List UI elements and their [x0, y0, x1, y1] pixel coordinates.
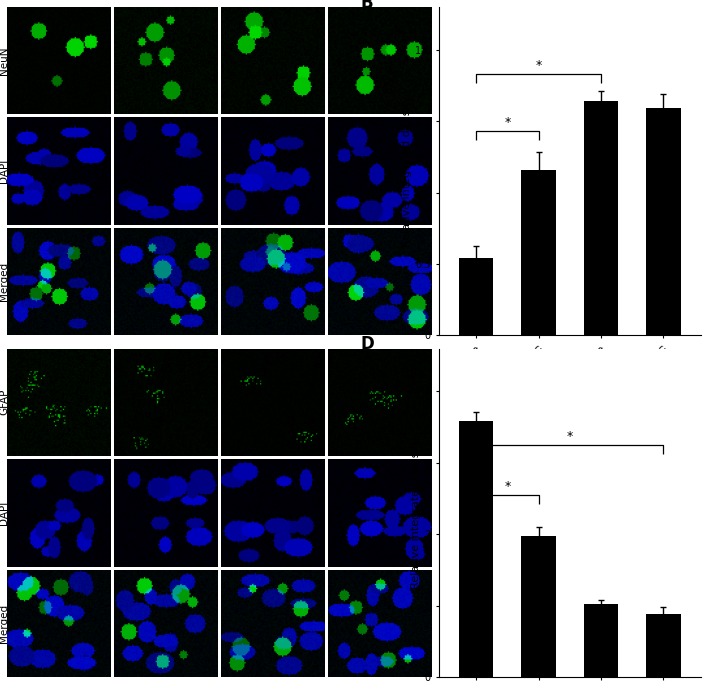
- Text: *: *: [504, 116, 510, 129]
- Text: B: B: [360, 0, 372, 12]
- Text: EGCG + Sham: EGCG + Sham: [331, 352, 406, 362]
- Text: EGCG + MCAO: EGCG + MCAO: [122, 10, 198, 20]
- Bar: [646, 108, 680, 335]
- Y-axis label: DAPI: DAPI: [0, 159, 9, 183]
- Text: *: *: [566, 430, 573, 443]
- Y-axis label: Relative integrated density: Relative integrated density: [411, 437, 421, 589]
- Y-axis label: Merged: Merged: [0, 604, 9, 643]
- Y-axis label: DAPI: DAPI: [0, 501, 9, 525]
- Y-axis label: NeuN: NeuN: [0, 47, 9, 75]
- Bar: [459, 421, 493, 677]
- Text: EGCG + Sham: EGCG + Sham: [331, 10, 406, 20]
- Text: EGCG + MCAO: EGCG + MCAO: [122, 352, 198, 362]
- Bar: [646, 614, 680, 677]
- Text: C: C: [11, 352, 23, 370]
- Bar: [584, 101, 618, 335]
- Y-axis label: GFAP: GFAP: [0, 389, 9, 415]
- Text: Vehicle + MCAO: Vehicle + MCAO: [14, 352, 98, 362]
- Bar: [584, 604, 618, 677]
- Bar: [459, 258, 493, 335]
- Y-axis label: Relative integrated density: Relative integrated density: [402, 95, 412, 247]
- Bar: [521, 536, 556, 677]
- Text: Vehicle + Sham: Vehicle + Sham: [223, 10, 305, 20]
- Y-axis label: Merged: Merged: [0, 262, 9, 301]
- Text: Vehicle + Sham: Vehicle + Sham: [223, 352, 305, 362]
- Text: *: *: [535, 59, 542, 72]
- Text: *: *: [504, 480, 510, 493]
- Text: Vehicle + MCAO: Vehicle + MCAO: [14, 10, 98, 20]
- Text: D: D: [360, 335, 374, 354]
- Text: A: A: [11, 10, 24, 28]
- Bar: [521, 170, 556, 335]
